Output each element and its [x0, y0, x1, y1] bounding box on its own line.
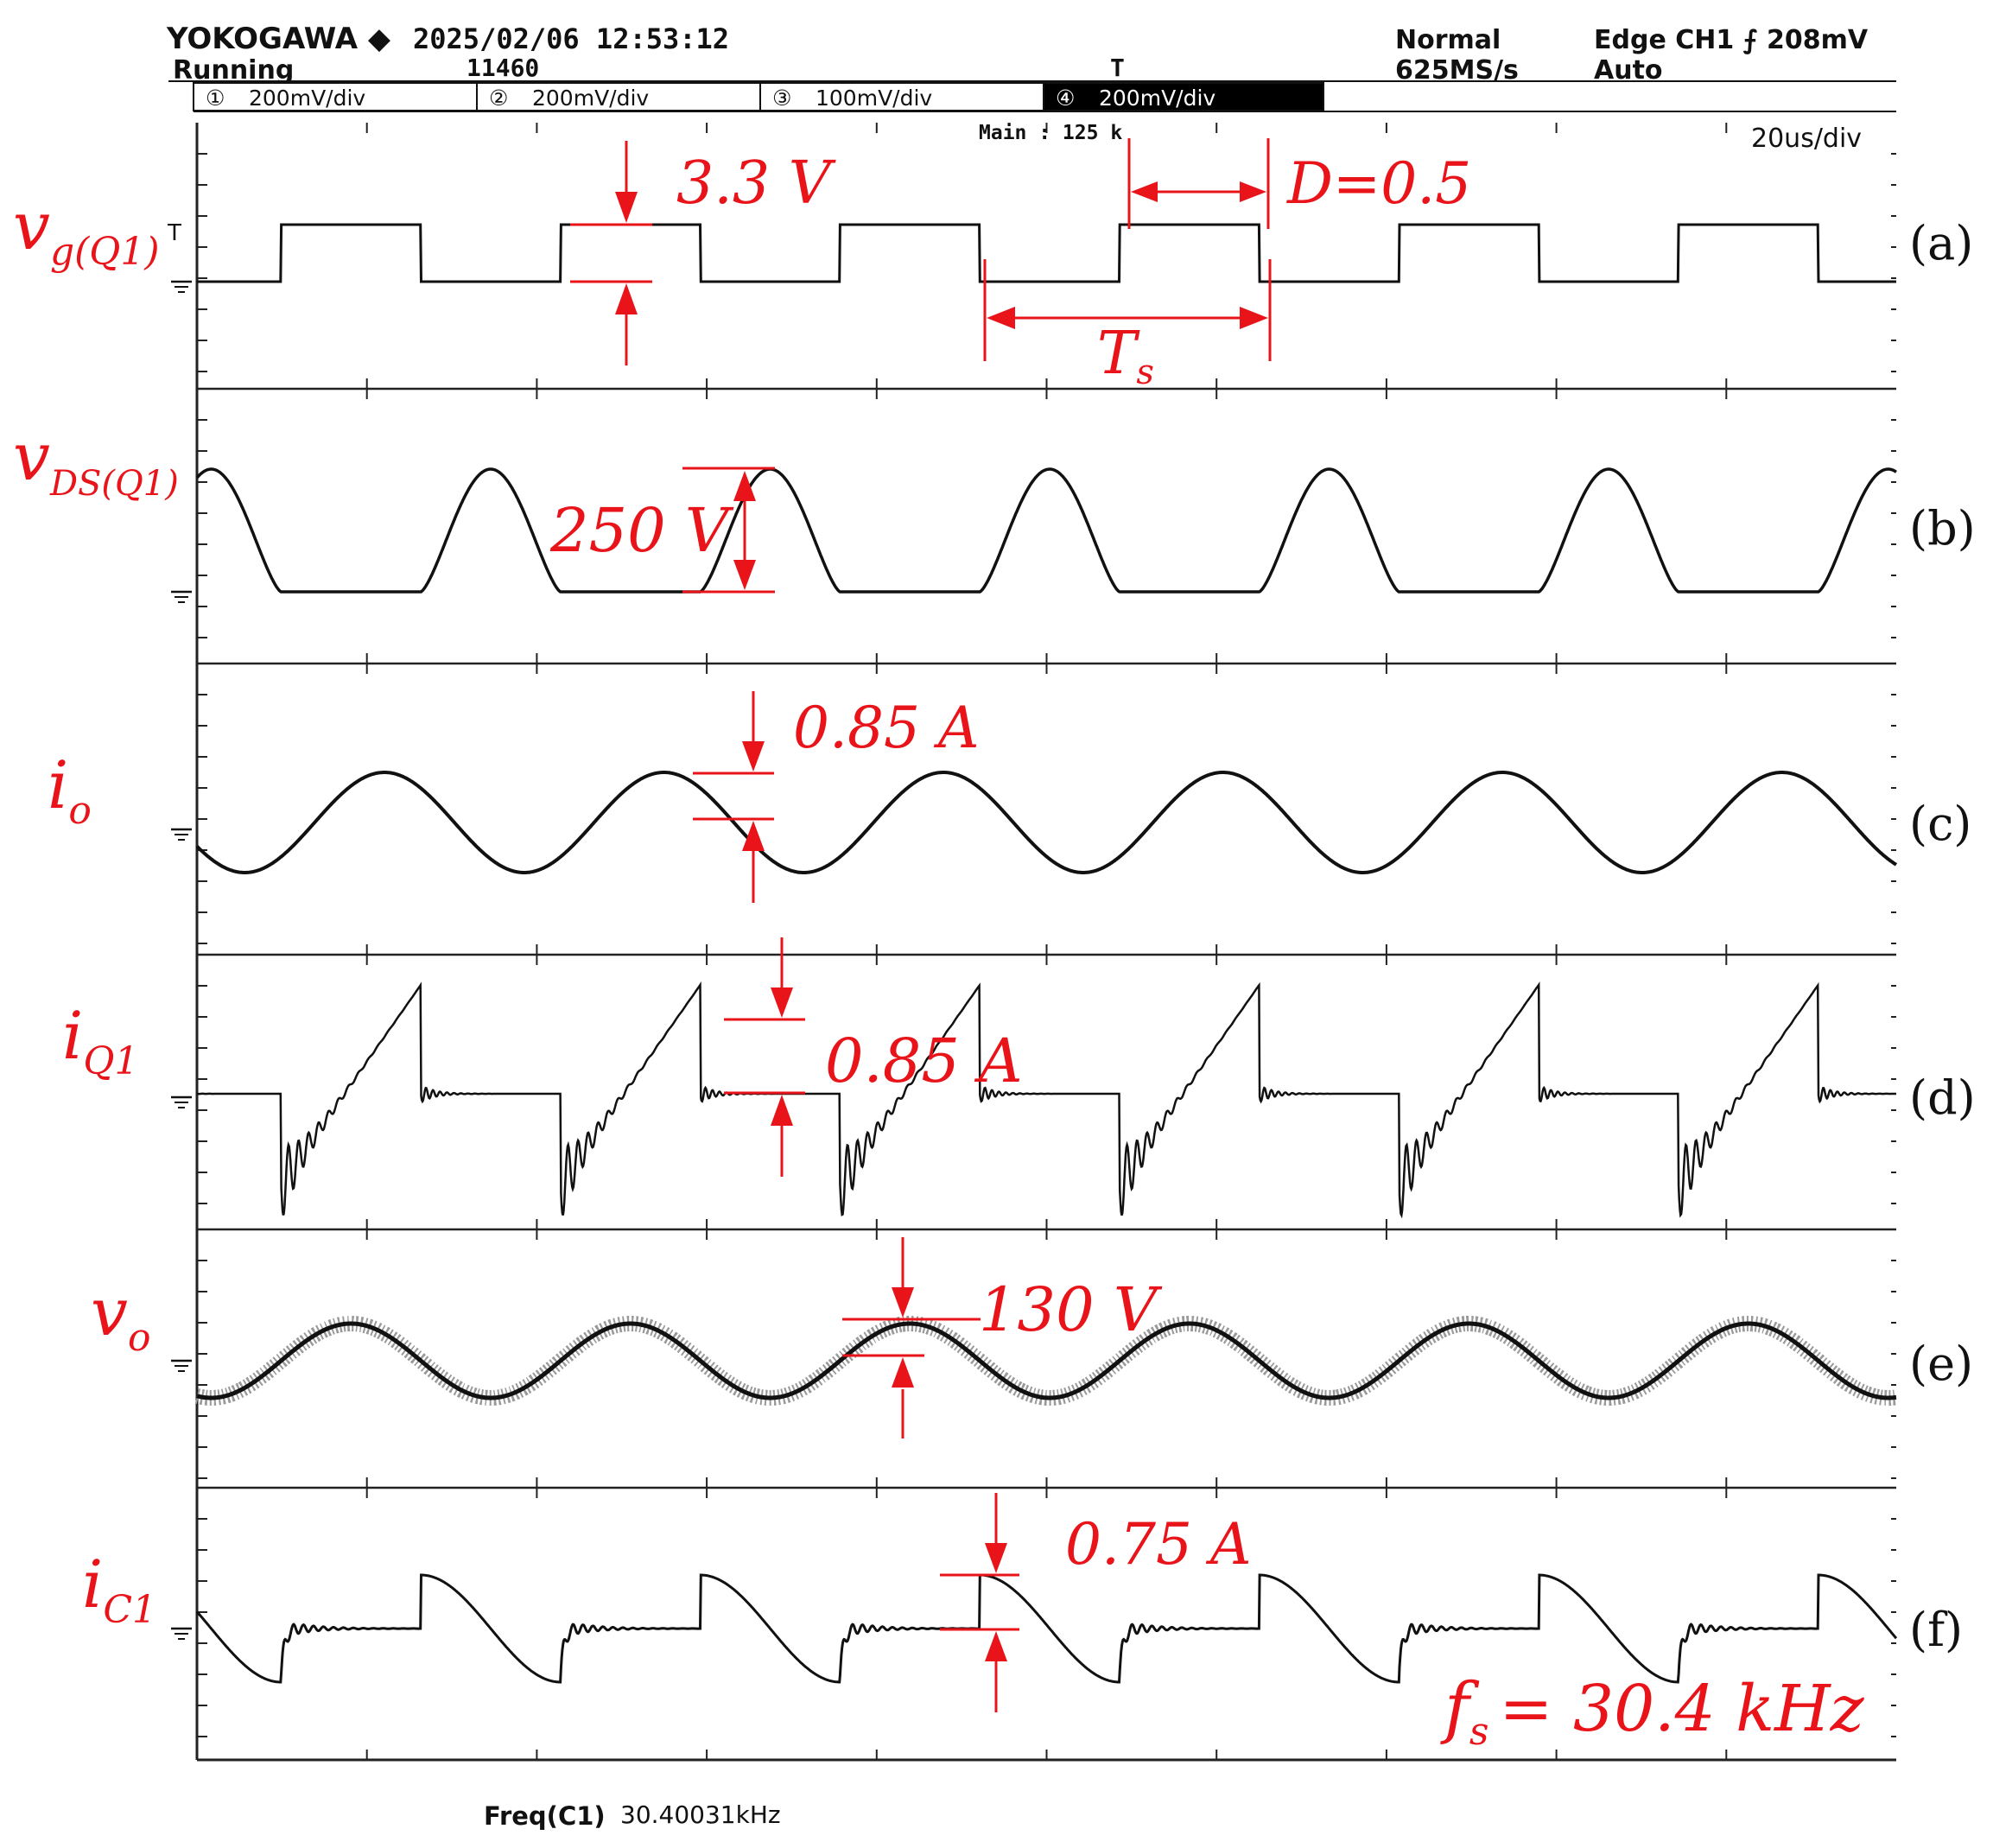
- signal-name-a: vg(Q1): [13, 187, 160, 274]
- graticule: T: [167, 123, 1896, 1762]
- ground-marker-icon: [171, 1627, 192, 1640]
- signal-a-sub: g(Q1): [50, 230, 160, 274]
- scope-header: YOKOGAWA ◆ 2025/02/06 12:53:12 Running 1…: [166, 22, 1896, 154]
- signal-b-sub: DS(Q1): [49, 464, 179, 504]
- acq-mode-label: Normal: [1395, 25, 1501, 55]
- period-main: T: [1097, 320, 1140, 388]
- channel-1-box: ① 200mV/div: [193, 82, 478, 111]
- channel-2-scale: 200mV/div: [532, 86, 649, 111]
- amp-label-f: 0.75 A: [1065, 1511, 1252, 1578]
- trigger-label: Edge CH1 ⨍ 208mV: [1594, 25, 1869, 55]
- panel-label-b: (b): [1909, 501, 1976, 556]
- signal-c-main: i: [48, 746, 68, 823]
- signal-e-sub: o: [128, 1316, 151, 1360]
- signal-name-b: vDS(Q1): [13, 418, 179, 504]
- ground-marker-icon: [171, 280, 192, 293]
- measure-label: Freq(C1): [484, 1801, 606, 1831]
- signal-f-main: i: [82, 1546, 103, 1623]
- channel-1-scale: 200mV/div: [249, 86, 365, 111]
- signal-b-main: v: [13, 418, 50, 495]
- signal-name-f: iC1: [82, 1546, 156, 1632]
- trigger-position-icon: T: [1110, 54, 1125, 82]
- freq-value: = 30.4 kHz: [1499, 1672, 1864, 1746]
- channel-3-box: ③ 100mV/div: [759, 82, 1044, 111]
- channel-3-num: ③: [772, 86, 791, 111]
- trace-b-vds: [195, 467, 1897, 594]
- panel-label-a: (a): [1909, 216, 1973, 270]
- ground-marker-icon: [171, 590, 192, 603]
- duty-label: D=0.5: [1286, 150, 1471, 217]
- marker-f-amplitude: [940, 1493, 1019, 1712]
- marker-e-amplitude: [842, 1237, 981, 1438]
- signal-name-c: io: [48, 746, 92, 833]
- signal-name-e: vo: [91, 1273, 150, 1360]
- channel-4-box: ④ 200mV/div: [1043, 82, 1324, 111]
- panel-label-d: (d): [1909, 1070, 1976, 1125]
- marker-b-amplitude: [682, 467, 775, 594]
- signal-names: vg(Q1) vDS(Q1) io iQ1 vo iC1: [13, 187, 179, 1632]
- panel-label-c: (c): [1909, 797, 1971, 851]
- amp-label-b: 250 V: [549, 495, 734, 566]
- signal-f-sub: C1: [103, 1588, 156, 1632]
- channel-3-scale: 100mV/div: [816, 86, 932, 111]
- datetime-label: 2025/02/06 12:53:12: [413, 22, 729, 55]
- trace-f-ic1: [195, 1573, 1898, 1684]
- signal-d-main: i: [62, 997, 83, 1074]
- channel-4-scale: 200mV/div: [1099, 86, 1215, 111]
- timebase-label: 20us/div: [1751, 124, 1862, 154]
- freq-sub: s: [1469, 1710, 1489, 1754]
- trace-d-iq1: [196, 981, 1896, 1219]
- period-label: Ts: [1097, 320, 1154, 392]
- amp-label-d: 0.85 A: [825, 1026, 1023, 1096]
- marker-d-amplitude: [724, 937, 805, 1177]
- measure-value: 30.40031kHz: [620, 1800, 781, 1829]
- measurement-markers: [570, 138, 1272, 1712]
- ground-marker-icon: [171, 1095, 192, 1108]
- channel-1-num: ①: [206, 86, 225, 111]
- signal-e-main: v: [91, 1273, 128, 1350]
- main-record-label: Main : 125 k: [979, 122, 1122, 144]
- period-sub: s: [1136, 352, 1154, 392]
- amp-label-e: 130 V: [979, 1274, 1163, 1345]
- panel-labels: (a) (b) (c) (d) (e) (f): [1909, 216, 1976, 1657]
- ground-marker-icon: [171, 828, 192, 841]
- marker-c-amplitude: [693, 691, 774, 903]
- signal-a-main: v: [13, 187, 50, 264]
- panel-label-f: (f): [1909, 1603, 1963, 1657]
- signal-c-sub: o: [68, 789, 92, 833]
- channel-2-num: ②: [489, 86, 508, 111]
- amp-label-c: 0.85 A: [793, 695, 980, 761]
- trace-e-vo: [196, 1321, 1897, 1400]
- trigger-level-icon: T: [167, 220, 181, 246]
- measurement-labels: 3.3 V D=0.5 Ts 250 V 0.85 A 0.85 A 130 V…: [549, 149, 1865, 1754]
- trace-c-io: [195, 771, 1898, 874]
- ground-marker-icon: [171, 1359, 192, 1372]
- marker-a-period: [983, 259, 1272, 361]
- traces: [194, 223, 1898, 1684]
- brand-label: YOKOGAWA ◆: [166, 22, 391, 56]
- signal-name-d: iQ1: [62, 997, 138, 1083]
- acq-count-label: 11460: [467, 54, 539, 82]
- panel-label-e: (e): [1909, 1337, 1973, 1391]
- signal-d-sub: Q1: [83, 1039, 138, 1083]
- amp-label-a: 3.3 V: [676, 149, 836, 218]
- trace-a-vg: [197, 223, 1896, 283]
- channel-2-box: ② 200mV/div: [476, 82, 761, 111]
- scope-footer: Freq(C1) 30.40031kHz: [484, 1800, 781, 1831]
- freq-annotation: fs = 30.4 kHz: [1440, 1669, 1865, 1754]
- marker-a-duty: [1127, 138, 1270, 229]
- marker-a-amplitude: [570, 141, 652, 365]
- channel-4-num: ④: [1056, 86, 1075, 111]
